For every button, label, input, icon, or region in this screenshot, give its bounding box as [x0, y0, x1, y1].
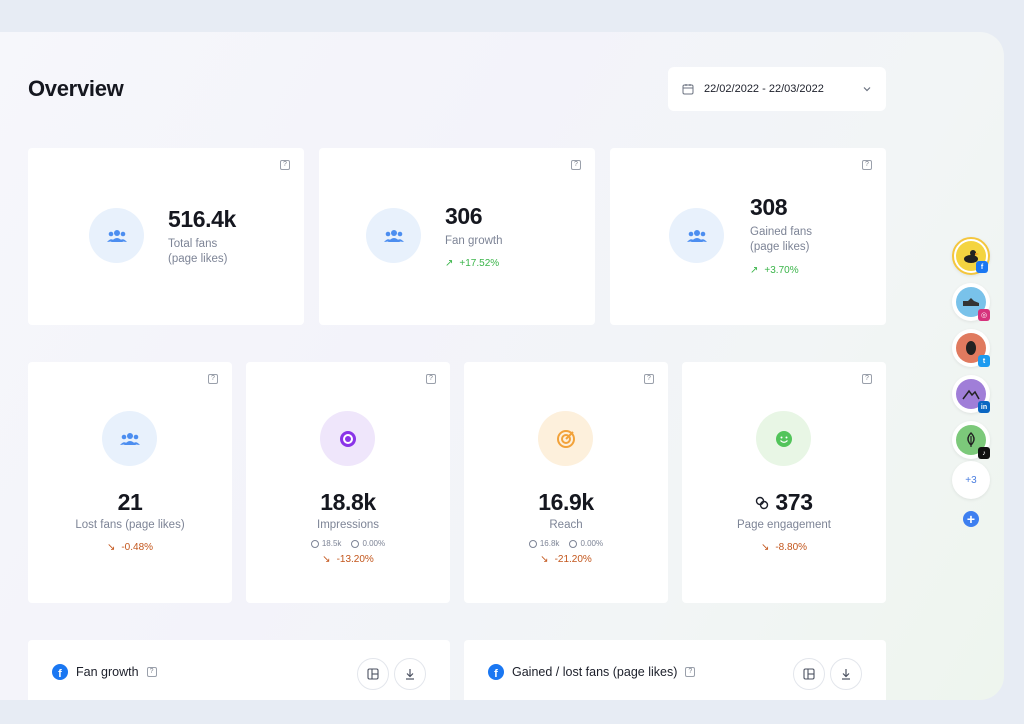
fan-growth-label: Fan growth	[445, 235, 503, 247]
page-engagement-label: Page engagement	[737, 519, 831, 531]
target-ring-icon	[320, 411, 375, 466]
chevron-down-icon	[863, 87, 871, 92]
tiktok-icon: ♪	[978, 447, 990, 459]
paid-icon	[351, 539, 360, 548]
lost-fans-card: ? 21 Lost fans (page likes) ↘ -0.48%	[28, 362, 232, 603]
impressions-label: Impressions	[317, 519, 379, 531]
organic-icon	[528, 539, 537, 548]
reach-value: 16.9k	[538, 489, 594, 515]
page-engagement-value: 373	[755, 489, 813, 516]
download-icon	[842, 669, 850, 680]
layout-toggle-button[interactable]	[357, 658, 389, 690]
organic-icon	[310, 539, 319, 548]
page-engagement-card: ? 373 Page engagement ↘ -8.80%	[682, 362, 886, 603]
help-icon[interactable]: ?	[571, 160, 581, 170]
target-icon	[538, 411, 593, 466]
impressions-value: 18.8k	[320, 489, 376, 515]
users-icon	[102, 411, 157, 466]
page-title: Overview	[28, 76, 124, 101]
lost-fans-value: 21	[117, 489, 143, 515]
gained-fans-label: Gained fans	[750, 226, 813, 238]
help-icon[interactable]: ?	[280, 160, 290, 170]
arrow-up-right-icon: ↗	[750, 265, 759, 276]
help-icon[interactable]: ?	[208, 374, 218, 384]
account-linkedin[interactable]: in	[952, 375, 990, 413]
duck-icon	[956, 241, 986, 271]
twitter-icon: t	[978, 355, 990, 367]
date-range-picker[interactable]: 22/02/2022 - 22/03/2022	[668, 67, 886, 111]
arrow-down-right-icon: ↘	[106, 542, 116, 553]
fan-growth-chart-title: Fan growth	[76, 665, 139, 679]
total-fans-label: Total fans	[168, 238, 218, 250]
arrow-down-right-icon: ↘	[540, 554, 549, 565]
add-account-button[interactable]: +	[963, 511, 979, 527]
account-tiktok[interactable]: ♪	[952, 421, 990, 459]
fan-growth-card: ? 306 Fan growth ↗ +17.52%	[319, 148, 595, 325]
calendar-icon	[682, 84, 694, 95]
layout-toggle-button[interactable]	[793, 658, 825, 690]
help-icon[interactable]: ?	[426, 374, 436, 384]
fan-growth-value: 306	[445, 203, 483, 229]
account-twitter[interactable]: t	[952, 329, 990, 367]
help-icon[interactable]: ?	[862, 374, 872, 384]
download-button[interactable]	[830, 658, 862, 690]
reach-label: Reach	[549, 519, 583, 531]
facebook-icon: f	[488, 664, 504, 680]
impressions-breakdown: 18.5k 0.00%	[310, 539, 385, 548]
help-icon[interactable]: ?	[146, 667, 157, 677]
reach-card: ? 16.9k Reach 16.8k 0.00% ↘ -21.20%	[464, 362, 668, 603]
fan-growth-change: ↗ +17.52%	[445, 258, 500, 269]
total-fans-card: ? 516.4k Total fans (page likes)	[28, 148, 304, 325]
help-icon[interactable]: ?	[685, 667, 696, 677]
link-icon	[756, 496, 769, 509]
total-fans-value: 516.4k	[168, 206, 236, 232]
paid-icon	[569, 539, 578, 548]
gained-fans-label-sub: (page likes)	[750, 241, 810, 253]
arrow-up-right-icon: ↗	[445, 258, 454, 269]
instagram-icon: ◎	[978, 309, 990, 321]
gained-lost-chart-title: Gained / lost fans (page likes)	[512, 665, 678, 679]
lost-fans-label: Lost fans (page likes)	[75, 519, 185, 531]
account-facebook[interactable]: f	[952, 237, 990, 275]
lost-fans-change: ↘ -0.48%	[106, 542, 154, 553]
smile-icon	[756, 411, 811, 466]
layout-icon	[367, 668, 379, 680]
account-instagram[interactable]: ◎	[952, 283, 990, 321]
gained-fans-change: ↗ +3.70%	[750, 265, 799, 276]
download-button[interactable]	[394, 658, 426, 690]
more-accounts-label: +3	[965, 474, 977, 486]
more-accounts-button[interactable]: +3	[952, 461, 990, 499]
page-engagement-change: ↘ -8.80%	[760, 542, 808, 553]
users-icon	[366, 208, 421, 263]
arrow-down-right-icon: ↘	[760, 542, 770, 553]
facebook-icon: f	[976, 261, 988, 273]
linkedin-icon: in	[978, 401, 990, 413]
layout-icon	[803, 668, 815, 680]
impressions-card: ? 18.8k Impressions 18.5k 0.00% ↘ -13.20%	[246, 362, 450, 603]
reach-change: ↘ -21.20%	[540, 554, 592, 565]
reach-breakdown: 16.8k 0.00%	[528, 539, 603, 548]
fan-growth-chart-card: f Fan growth ?	[28, 640, 450, 700]
download-icon	[406, 669, 414, 680]
gained-lost-fans-chart-card: f Gained / lost fans (page likes) ?	[464, 640, 886, 700]
gained-fans-value: 308	[750, 194, 788, 220]
main-panel: Overview 22/02/2022 - 22/03/2022 ? 516.4…	[0, 32, 1004, 700]
users-icon	[89, 208, 144, 263]
help-icon[interactable]: ?	[644, 374, 654, 384]
impressions-change: ↘ -13.20%	[322, 554, 374, 565]
arrow-down-right-icon: ↘	[322, 554, 331, 565]
facebook-icon: f	[52, 664, 68, 680]
help-icon[interactable]: ?	[862, 160, 872, 170]
gained-fans-card: ? 308 Gained fans (page likes) ↗ +3.70%	[610, 148, 886, 325]
date-range-value: 22/02/2022 - 22/03/2022	[704, 83, 824, 95]
total-fans-label-sub: (page likes)	[168, 253, 228, 265]
users-icon	[669, 208, 724, 263]
